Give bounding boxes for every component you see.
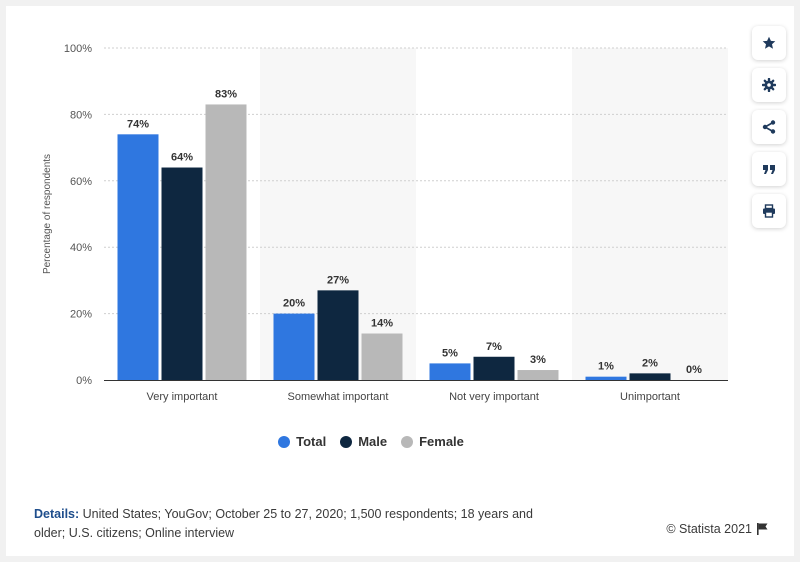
- print-icon: [763, 204, 775, 218]
- legend-item-male[interactable]: Male: [340, 434, 387, 449]
- y-tick-label: 20%: [70, 309, 92, 321]
- favorite-button[interactable]: [752, 26, 786, 60]
- star-icon: [762, 36, 776, 49]
- bar: [585, 376, 627, 380]
- legend-dot-male: [340, 435, 353, 448]
- bar: [517, 370, 559, 380]
- data-label: 64%: [171, 152, 193, 164]
- flag-icon: [757, 523, 768, 535]
- x-tick-label: Very important: [147, 391, 218, 403]
- bar: [317, 290, 359, 380]
- data-label: 3%: [530, 354, 546, 366]
- data-label: 0%: [686, 364, 702, 376]
- data-label: 83%: [215, 88, 237, 100]
- legend-dot-female: [401, 435, 414, 448]
- y-tick-label: 0%: [76, 375, 92, 387]
- bar: [273, 313, 315, 380]
- y-tick-label: 40%: [70, 242, 92, 254]
- chart-card: 0% 20% 40% 60% 80% 100% Percentage of responde…: [6, 6, 794, 556]
- y-tick-label: 60%: [70, 176, 92, 188]
- data-label: 14%: [371, 318, 393, 330]
- y-tick-label: 80%: [70, 109, 92, 121]
- legend-dot-total: [278, 435, 291, 448]
- y-axis-title: Percentage of respondents: [42, 154, 53, 274]
- x-tick-label: Somewhat important: [288, 391, 389, 403]
- settings-button[interactable]: [752, 68, 786, 102]
- cite-button[interactable]: [752, 152, 786, 186]
- bar: [473, 356, 515, 380]
- data-label: 1%: [598, 361, 614, 373]
- legend-label-female: Female: [419, 434, 464, 449]
- share-icon: [762, 120, 776, 134]
- data-label: 5%: [442, 347, 458, 359]
- copyright-text: © Statista 2021: [666, 522, 752, 536]
- bar: [117, 134, 159, 380]
- data-label: 2%: [642, 357, 658, 369]
- bar: [205, 104, 247, 380]
- y-tick-label: 100%: [64, 43, 92, 55]
- copyright[interactable]: © Statista 2021: [666, 522, 768, 536]
- share-button[interactable]: [752, 110, 786, 144]
- details-text: Details: United States; YouGov; October …: [34, 505, 554, 543]
- bar: [429, 363, 471, 380]
- quote-icon: [763, 165, 775, 174]
- legend-label-male: Male: [358, 434, 388, 449]
- data-label: 74%: [127, 118, 149, 130]
- bar: [361, 333, 403, 380]
- details-body: United States; YouGov; October 25 to 27,…: [34, 507, 533, 540]
- chart: 0% 20% 40% 60% 80% 100% Percentage of responde…: [42, 43, 728, 403]
- category-band: [572, 48, 728, 380]
- print-button[interactable]: [752, 194, 786, 228]
- sidebar-toolbar: [752, 26, 786, 228]
- x-tick-label: Not very important: [449, 391, 539, 403]
- data-label: 27%: [327, 274, 349, 286]
- details-label: Details:: [34, 507, 80, 521]
- x-tick-label: Unimportant: [620, 391, 680, 403]
- data-label: 20%: [283, 298, 305, 310]
- bar: [629, 373, 671, 380]
- bar: [161, 167, 203, 380]
- legend-item-total[interactable]: Total: [278, 434, 326, 449]
- data-label: 7%: [486, 341, 502, 353]
- legend-label-total: Total: [296, 434, 327, 449]
- gear-icon: [762, 78, 776, 92]
- legend: Total Male Female: [6, 434, 736, 449]
- legend-item-female[interactable]: Female: [401, 434, 464, 449]
